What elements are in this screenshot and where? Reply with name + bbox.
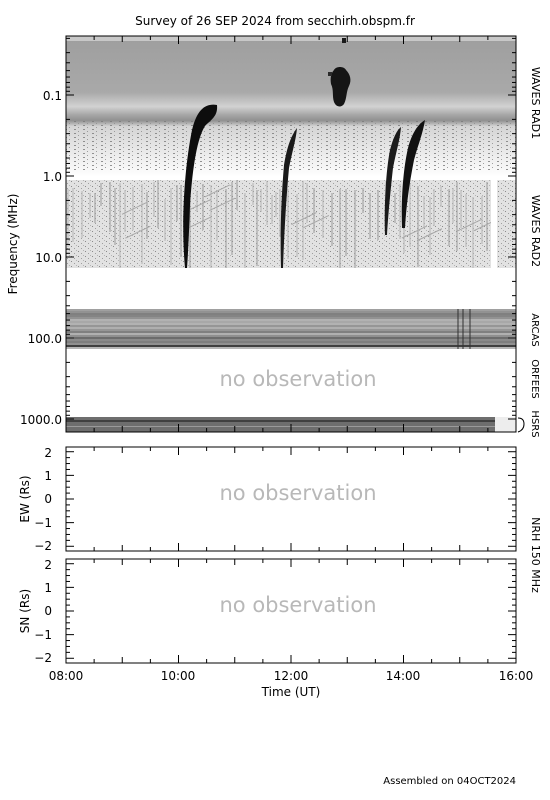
rad2-streak — [303, 215, 329, 228]
sn-panel: 2 1 0 −1 −2 SN (Rs) no observation — [18, 558, 517, 665]
no-observation-orfees: no observation — [219, 367, 376, 391]
y-tick-label-0-1: 0.1 — [43, 89, 62, 103]
y-tick-label-100-0: 100.0 — [28, 332, 62, 346]
chart-title: Survey of 26 SEP 2024 from secchirh.obsp… — [135, 14, 415, 28]
instrument-label-arcas: ARCAS — [529, 313, 540, 346]
sn-tick-1: 1 — [44, 581, 52, 595]
ew-tick-m1: −1 — [34, 516, 52, 530]
time-axis-ticks — [65, 36, 517, 663]
assembled-footer: Assembled on 04OCT2024 — [383, 776, 516, 787]
y-tick-label-10-0: 10.0 — [35, 251, 62, 265]
hsrs-bracket — [517, 417, 525, 433]
ew-panel: 2 1 0 −1 −2 EW (Rs) no observation — [18, 446, 517, 553]
ew-tick-m2: −2 — [34, 539, 52, 553]
nrh-label: NRH 150 MHz — [529, 517, 542, 593]
y-tick-label-1-0: 1.0 — [43, 170, 62, 184]
dark-blob — [330, 67, 351, 107]
rad2-streak — [209, 197, 236, 211]
ew-tick-0: 0 — [44, 492, 52, 506]
instrument-label-rad1: WAVES RAD1 — [529, 67, 542, 139]
sn-tick-m2: −2 — [34, 651, 52, 665]
ew-tick-1: 1 — [44, 469, 52, 483]
x-tick-1000: 10:00 — [161, 669, 196, 683]
x-tick-1200: 12:00 — [274, 669, 309, 683]
instrument-label-orfees: ORFEES — [529, 359, 540, 399]
x-tick-1600: 16:00 — [499, 669, 534, 683]
sn-axis-label: SN (Rs) — [18, 589, 32, 633]
x-tick-1400: 14:00 — [386, 669, 421, 683]
frequency-axis-label: Frequency (MHz) — [6, 194, 20, 295]
burst-features — [183, 38, 425, 268]
ew-axis-label: EW (Rs) — [18, 475, 32, 522]
y-tick-label-1000-0: 1000.0 — [20, 413, 62, 427]
sn-tick-2: 2 — [44, 558, 52, 572]
sn-tick-0: 0 — [44, 604, 52, 618]
rad2-streak — [125, 225, 151, 239]
burst-1405 — [401, 120, 425, 228]
ew-tick-2: 2 — [44, 446, 52, 460]
burst-1150 — [280, 128, 297, 268]
sn-tick-m1: −1 — [34, 628, 52, 642]
instrument-label-rad2: WAVES RAD2 — [529, 195, 542, 267]
rad2-streak — [121, 201, 148, 215]
spectrogram-panel: no observation 0.1 1.0 10.0 100.0 1000.0… — [6, 35, 542, 438]
rad2-streak — [416, 228, 443, 242]
arcas-band — [66, 309, 516, 349]
x-tick-0800: 08:00 — [49, 669, 84, 683]
spectrogram-y-ticks — [66, 37, 516, 420]
rad2-streak — [204, 184, 231, 198]
rad2-streak — [401, 225, 428, 239]
rad2-streak — [185, 198, 212, 212]
no-observation-sn: no observation — [219, 593, 376, 617]
burst-1343 — [384, 127, 401, 235]
time-axis-label: Time (UT) — [261, 685, 321, 699]
instrument-label-hsrs: HSRS — [529, 410, 540, 437]
burst-1015 — [183, 104, 218, 268]
rad2-streak — [185, 216, 212, 230]
rad2-band — [66, 180, 516, 268]
no-observation-ew: no observation — [219, 481, 376, 505]
rad2-streak — [456, 218, 482, 232]
rad2-streak — [291, 212, 317, 225]
